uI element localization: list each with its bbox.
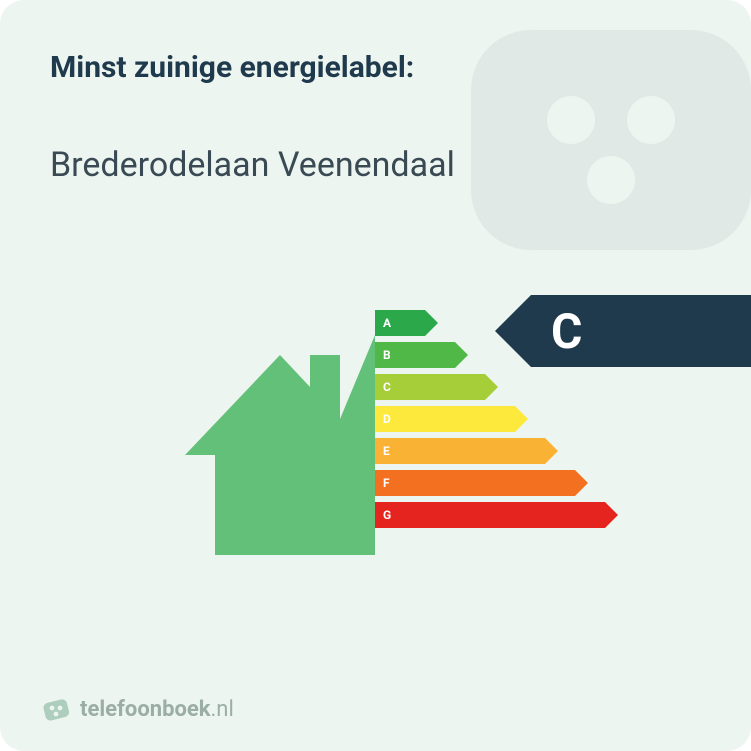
energy-bar-d: D xyxy=(375,406,605,432)
footer-brand-suffix: .nl xyxy=(211,697,234,722)
energy-bar-label: D xyxy=(383,412,391,426)
energy-bar-label: A xyxy=(383,316,391,330)
energy-bar-e: E xyxy=(375,438,605,464)
footer: telefoonboek.nl xyxy=(42,695,234,723)
rating-letter: C xyxy=(551,303,582,360)
footer-logo-icon xyxy=(42,695,70,723)
energy-bar-label: C xyxy=(383,380,391,394)
energy-bar-f: F xyxy=(375,470,605,496)
energy-bar-label: B xyxy=(383,348,391,362)
energy-bar-label: G xyxy=(383,508,391,522)
energy-chart: A B C D E F G C xyxy=(50,265,701,575)
energy-bar-g: G xyxy=(375,502,605,528)
energy-bar-label: E xyxy=(383,444,390,458)
rating-indicator: C xyxy=(531,295,751,367)
energy-label-card: Minst zuinige energielabel: Brederodelaa… xyxy=(0,0,751,751)
house-icon xyxy=(185,335,375,555)
footer-brand: telefoonboek.nl xyxy=(80,697,234,722)
footer-brand-bold: telefoonboek xyxy=(80,697,211,722)
energy-bar-label: F xyxy=(383,476,390,490)
energy-bar-c: C xyxy=(375,374,605,400)
